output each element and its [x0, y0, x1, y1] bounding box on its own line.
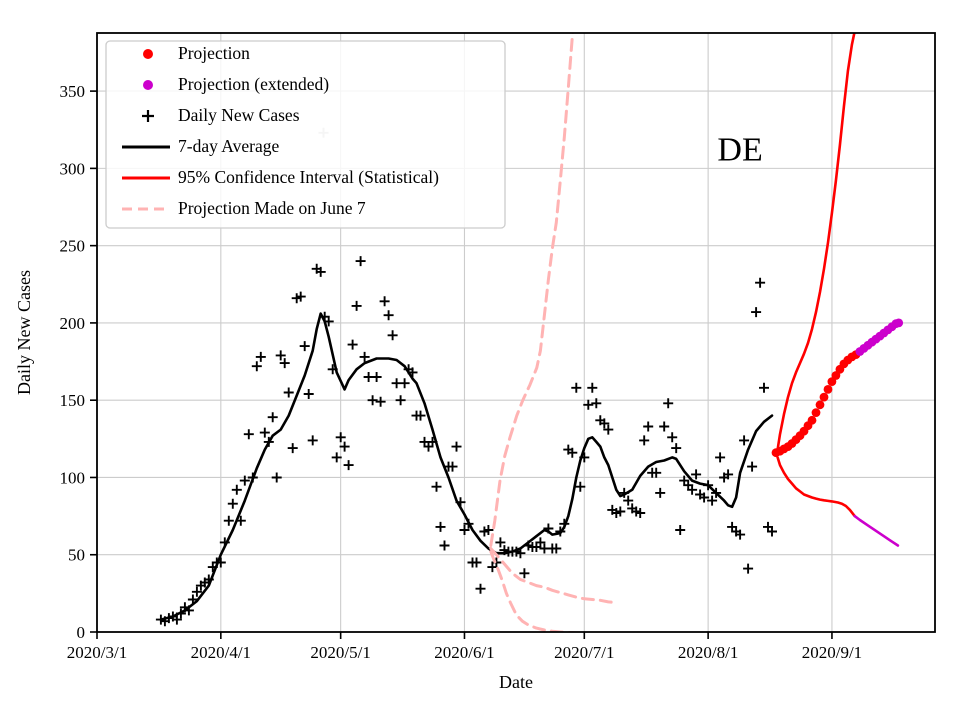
x-axis-label: Date — [499, 672, 533, 692]
legend-label: Daily New Cases — [178, 105, 300, 125]
june-7-projection-upper-line — [489, 33, 575, 547]
legend-label: Projection — [178, 43, 250, 63]
legend-label: Projection Made on June 7 — [178, 198, 366, 218]
x-tick-label: 2020/9/1 — [802, 643, 862, 662]
y-tick-label: 200 — [60, 314, 86, 333]
x-tick-label: 2020/3/1 — [67, 643, 127, 662]
y-tick-label: 50 — [68, 546, 85, 565]
legend-box — [105, 40, 506, 229]
plot-area — [155, 33, 904, 632]
legend-marker-plus — [142, 110, 154, 122]
7-day-average-line — [159, 312, 774, 621]
95-ci-lower-line — [776, 456, 856, 518]
axes: 2020/3/1 2020/4/1 2020/5/1 2020/6/1 2020/7/1… — [60, 82, 863, 662]
x-tick-label: 2020/8/1 — [678, 643, 738, 662]
x-tick-label: 2020/5/1 — [310, 643, 370, 662]
june-7-projection-center-line — [489, 547, 617, 605]
legend-marker-dot — [143, 80, 153, 90]
y-tick-label: 150 — [60, 391, 86, 410]
projection-dots — [771, 350, 861, 458]
x-tick-label: 2020/6/1 — [434, 643, 494, 662]
x-tick-label: 2020/4/1 — [191, 643, 251, 662]
legend-label: 95% Confidence Interval (Statistical) — [178, 167, 439, 187]
95-ci-upper-line — [776, 33, 856, 451]
y-axis-label: Daily New Cases — [14, 270, 34, 395]
legend-label: Projection (extended) — [178, 74, 329, 94]
june-7-projection-lower-line — [489, 550, 621, 632]
x-tick-label: 2020/7/1 — [554, 643, 614, 662]
ci-lower-extended-line — [853, 514, 900, 547]
y-tick-label: 250 — [60, 237, 86, 256]
y-tick-label: 0 — [77, 623, 86, 642]
projection-extended--dots — [855, 318, 904, 356]
legend: Projection Projection (extended) Daily New… — [105, 40, 506, 229]
legend-label: 7-day Average — [178, 136, 279, 156]
gridlines — [96, 33, 935, 632]
y-tick-label: 350 — [60, 82, 86, 101]
y-tick-label: 300 — [60, 159, 86, 178]
plot-border — [96, 32, 936, 633]
legend-marker-dot — [143, 49, 153, 59]
y-tick-label: 100 — [60, 468, 86, 487]
country-label: DE — [717, 132, 762, 169]
